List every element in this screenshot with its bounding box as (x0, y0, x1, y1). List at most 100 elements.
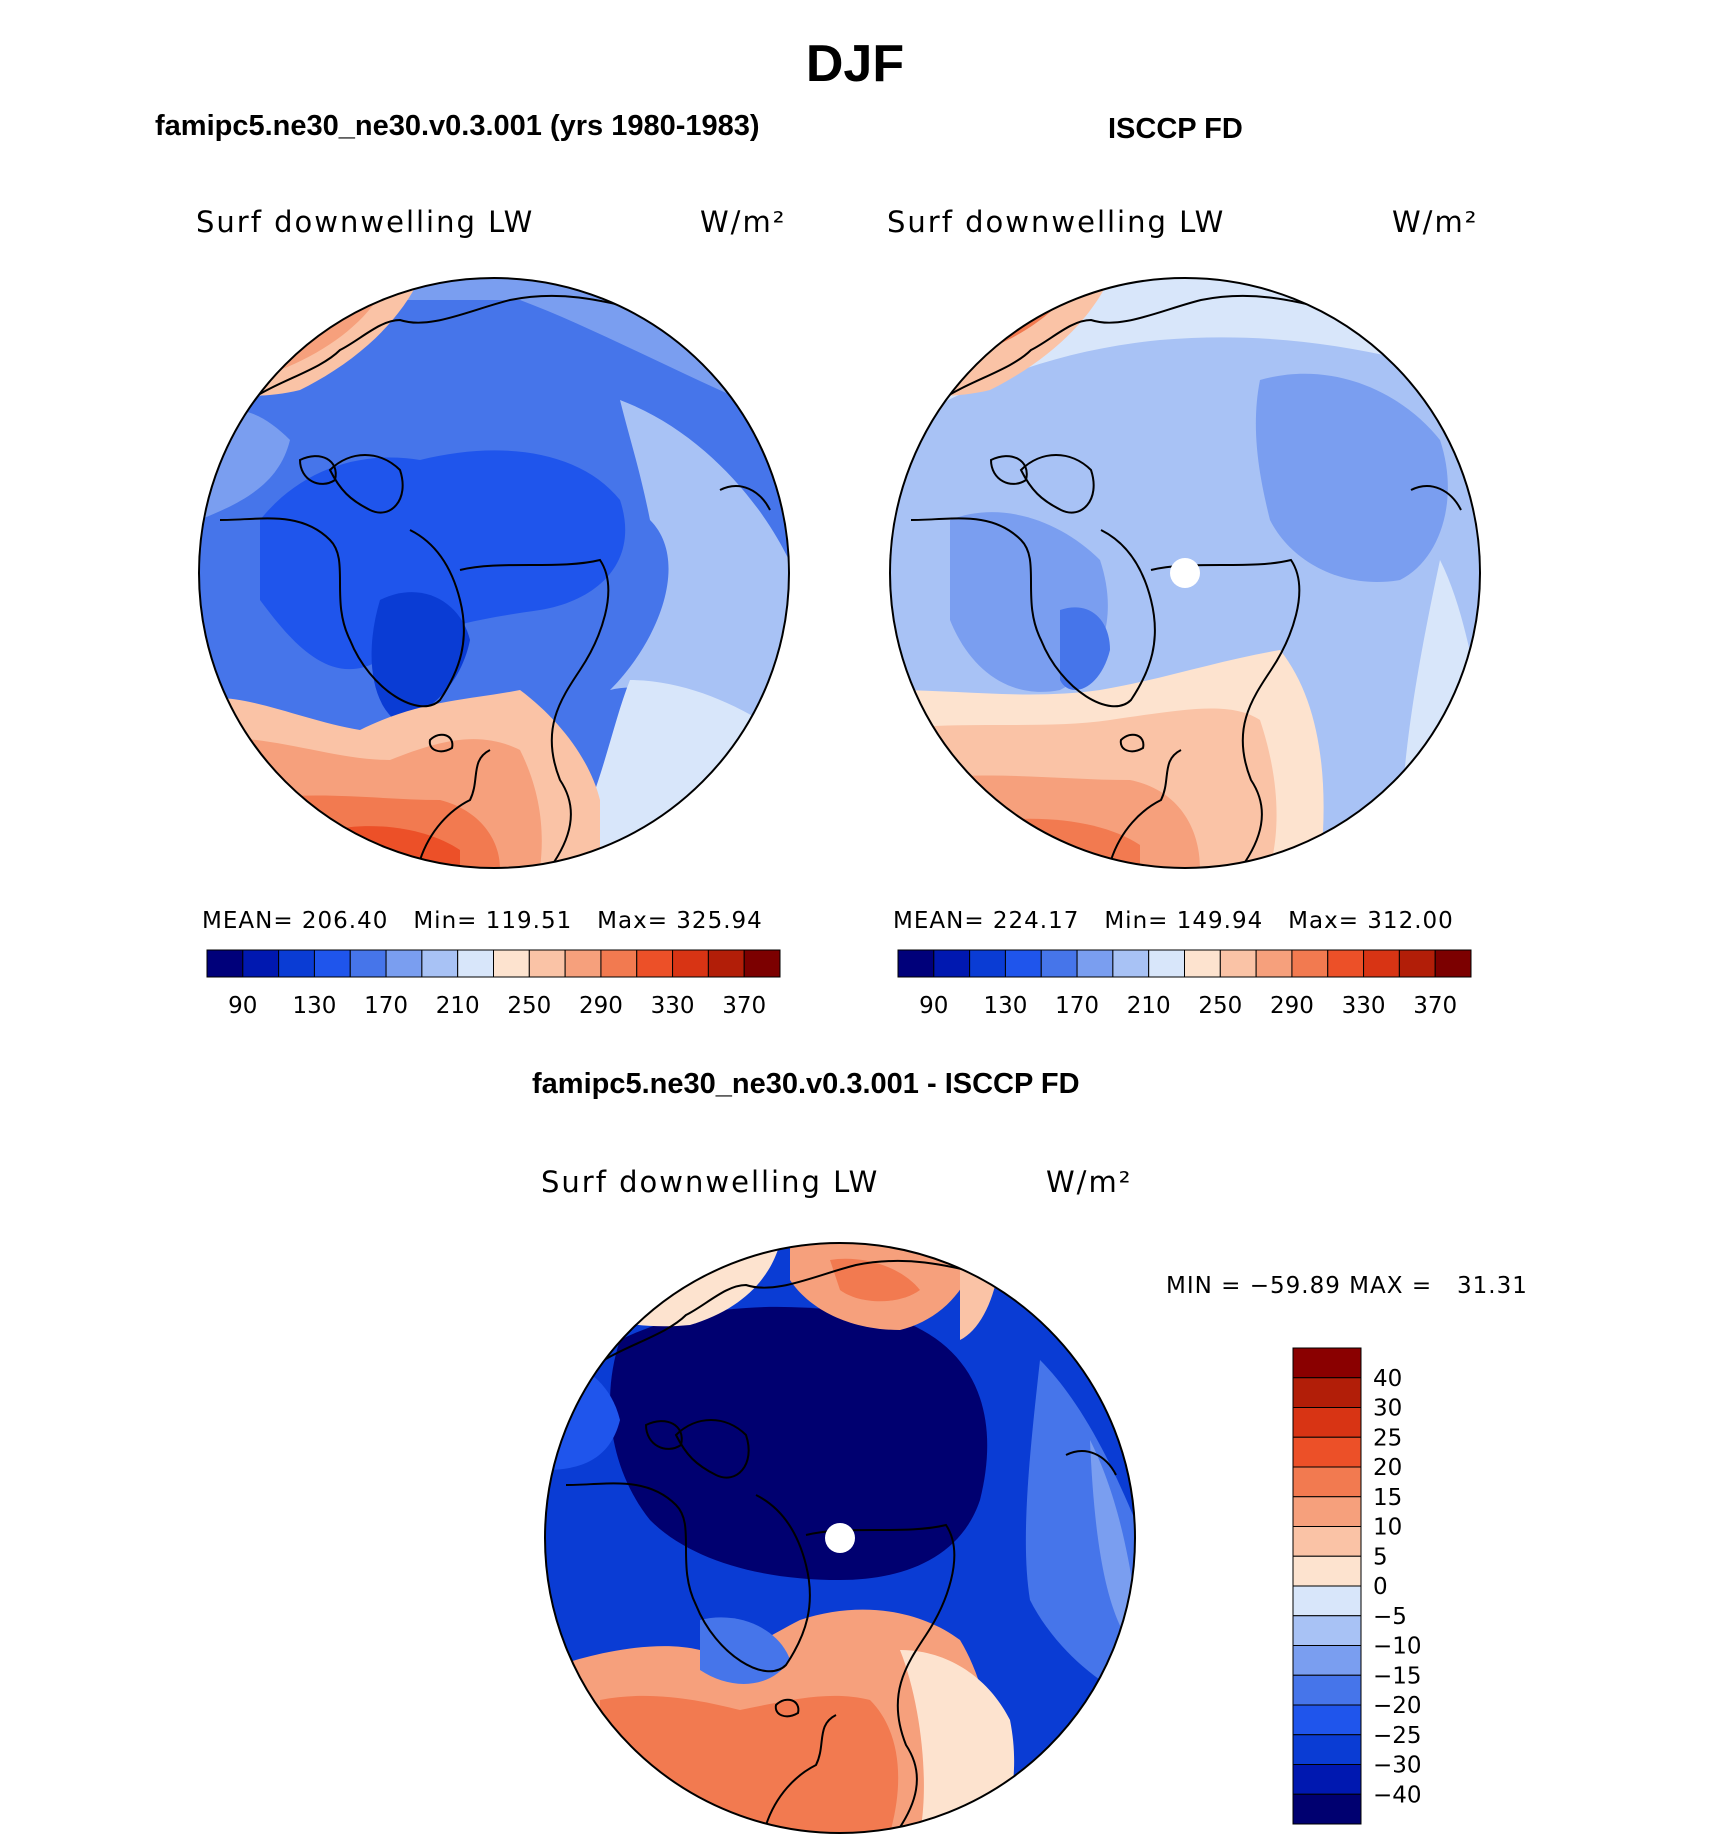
model-panel-title: famipc5.ne30_ne30.v0.3.001 (yrs 1980-198… (155, 110, 760, 142)
model-colorbar-swatch (600, 949, 638, 978)
obs-coastlines (910, 294, 1462, 868)
model-colorbar-tick-label: 370 (722, 993, 766, 1019)
obs-min-label: Min= (1104, 908, 1169, 934)
obs-colorbar-swatch (1219, 949, 1257, 978)
obs-mean-value: 224.17 (992, 908, 1080, 934)
obs-colorbar-swatch (1363, 949, 1400, 978)
model-colorbar-tick-label: 210 (436, 993, 480, 1019)
diff-colorbar-swatch (1292, 1764, 1362, 1795)
model-coastlines (219, 294, 771, 868)
model-colorbar: 90 130 170 210 250 290 330 370 (206, 949, 781, 1019)
diff-map-frame (544, 1242, 1136, 1834)
diff-variable-label: Surf downwelling LW (541, 1165, 880, 1199)
obs-stats: MEAN= 224.17 Min= 149.94 Max= 312.00 (893, 908, 1454, 934)
obs-colorbar-tick-label: 170 (1055, 993, 1099, 1019)
diff-stats: MIN = −59.89 MAX = 31.31 (1166, 1273, 1528, 1299)
obs-colorbar-swatch (897, 949, 935, 978)
diff-colorbar-swatch (1292, 1645, 1362, 1676)
obs-colorbar-swatch (1327, 949, 1365, 978)
diff-max-value: 31.31 (1457, 1273, 1528, 1299)
model-colorbar-swatch (743, 949, 781, 978)
model-colorbar-swatch (278, 949, 315, 978)
model-min-label: Min= (413, 908, 478, 934)
obs-min-value: 149.94 (1176, 908, 1264, 934)
model-colorbar-tick-label: 130 (292, 993, 336, 1019)
diff-colorbar-swatch (1292, 1555, 1362, 1587)
obs-colorbar-swatch (1255, 949, 1293, 978)
diff-colorbar-tick-label: −20 (1373, 1693, 1422, 1719)
model-colorbar-swatch (564, 949, 602, 978)
obs-colorbar-tick-label: 210 (1127, 993, 1171, 1019)
model-max-label: Max= (597, 908, 668, 934)
model-colorbar-swatch (313, 949, 351, 978)
model-colorbar-tick-label: 90 (228, 993, 257, 1019)
obs-colorbar-swatch (969, 949, 1006, 978)
model-colorbar-swatch (493, 949, 530, 978)
model-colorbar-swatch (457, 949, 494, 978)
diff-colorbar-tick-label: 10 (1373, 1515, 1402, 1541)
model-mean-value: 206.40 (301, 908, 389, 934)
diff-colorbar-swatch (1292, 1466, 1362, 1498)
model-map-frame (198, 277, 790, 869)
model-min-value: 119.51 (485, 908, 573, 934)
obs-colorbar-tick-label: 250 (1198, 993, 1242, 1019)
model-mean-label: MEAN= (202, 908, 294, 934)
diff-colorbar-swatch (1292, 1615, 1362, 1646)
diff-colorbar-tick-label: 5 (1373, 1544, 1388, 1570)
model-colorbar-swatch (672, 949, 709, 978)
model-colorbar-swatch (385, 949, 423, 978)
obs-pole-hole (1170, 558, 1200, 588)
diff-colorbar-tick-label: 40 (1373, 1366, 1402, 1392)
obs-colorbar-tick-label: 370 (1413, 993, 1457, 1019)
obs-colorbar: 90 130 170 210 250 290 330 370 (897, 949, 1472, 1019)
model-colorbar-swatch (206, 949, 244, 978)
model-colorbar-swatch (707, 949, 745, 978)
model-max-value: 325.94 (676, 908, 763, 934)
diff-colorbar-tick-label: 25 (1373, 1425, 1402, 1451)
diff-colorbar-swatch (1292, 1734, 1362, 1765)
diff-colorbar-tick-label: −5 (1373, 1604, 1407, 1630)
model-colorbar-swatch (636, 949, 674, 978)
model-colorbar-swatch (528, 949, 566, 978)
obs-colorbar-swatch (1076, 949, 1114, 978)
obs-colorbar-tick-label: 130 (983, 993, 1027, 1019)
obs-colorbar-swatch (1004, 949, 1042, 978)
diff-colorbar-tick-label: 0 (1373, 1574, 1388, 1600)
obs-field-lightblue-east (1255, 373, 1448, 582)
diff-colorbar-tick-label: −40 (1373, 1782, 1422, 1808)
diff-max-label: MAX = (1349, 1273, 1433, 1299)
model-colorbar-swatch (242, 949, 280, 978)
model-map (198, 277, 790, 869)
obs-map (889, 277, 1481, 869)
obs-variable-label: Surf downwelling LW (887, 205, 1226, 239)
obs-max-value: 312.00 (1367, 908, 1454, 934)
diff-field-core (610, 1306, 988, 1580)
obs-panel-title: ISCCP FD (1108, 113, 1243, 145)
obs-colorbar-swatch (1398, 949, 1436, 978)
diff-field-bering-core (830, 1258, 920, 1302)
obs-map-frame (889, 277, 1481, 869)
figure-title: DJF (805, 35, 905, 93)
diff-colorbar: 40 30 25 20 15 10 5 0 −5 −10 −15 −20 −25 −30 −40 (1292, 1347, 1422, 1825)
model-colorbar-tick-label: 170 (364, 993, 408, 1019)
obs-colorbar-swatch (1112, 949, 1150, 978)
diff-field-east-light (1090, 1440, 1135, 1650)
obs-mean-label: MEAN= (893, 908, 985, 934)
obs-colorbar-tick-label: 330 (1342, 993, 1386, 1019)
model-colorbar-tick-label: 290 (579, 993, 623, 1019)
diff-colorbar-swatch (1292, 1674, 1362, 1706)
diff-colorbar-swatch (1292, 1496, 1362, 1527)
model-colorbar-swatch (349, 949, 387, 978)
model-colorbar-tick-label: 250 (507, 993, 551, 1019)
obs-colorbar-swatch (1040, 949, 1078, 978)
diff-map (544, 1242, 1136, 1834)
obs-colorbar-swatch (933, 949, 971, 978)
diff-units-label: W/m² (1046, 1165, 1133, 1199)
model-colorbar-tick-label: 330 (651, 993, 695, 1019)
obs-colorbar-swatch (1184, 949, 1221, 978)
diff-colorbar-tick-label: 30 (1373, 1396, 1402, 1422)
obs-field-greenland-core (1060, 607, 1110, 690)
diff-colorbar-swatch (1292, 1407, 1362, 1438)
diff-field-east-mid (1025, 1360, 1135, 1700)
